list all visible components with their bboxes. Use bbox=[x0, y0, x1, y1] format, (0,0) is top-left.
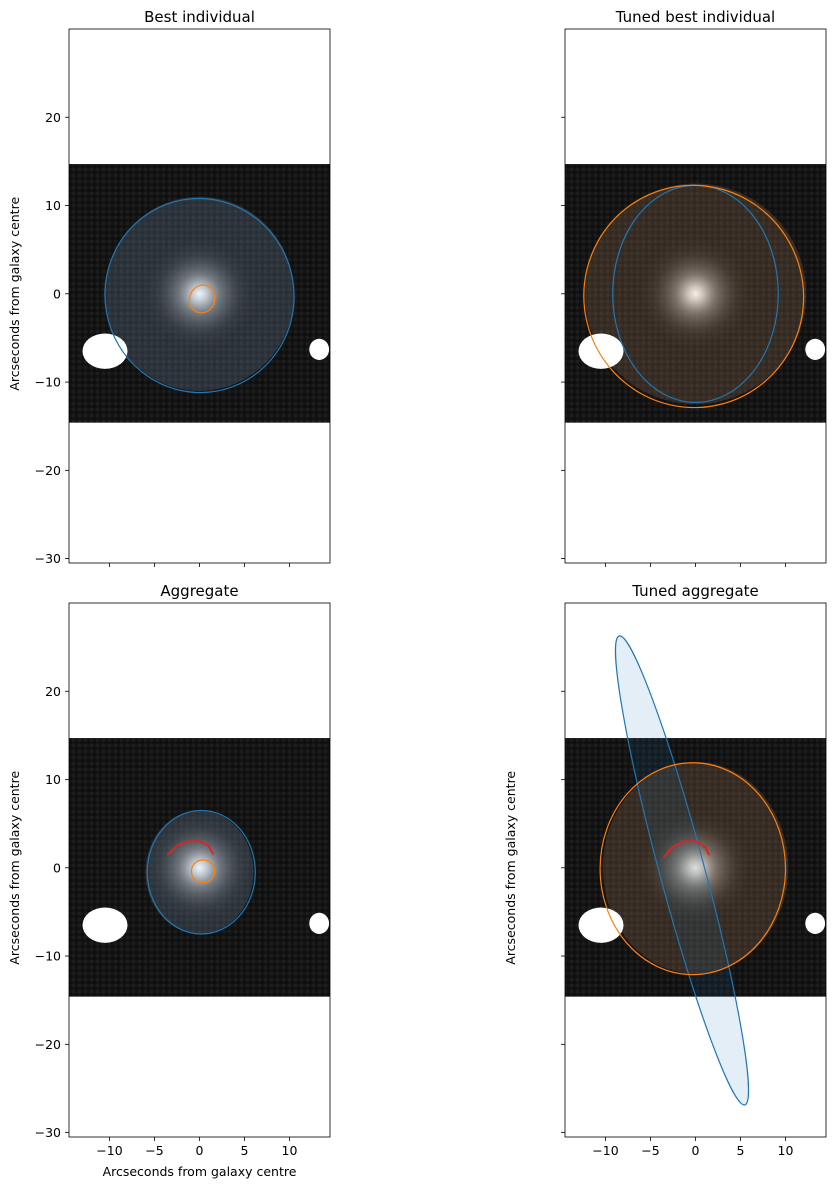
mask-region bbox=[805, 339, 825, 360]
x-tick-label: 5 bbox=[241, 1143, 249, 1158]
plot-area bbox=[69, 29, 330, 563]
x-tick-label: −5 bbox=[641, 1143, 659, 1158]
y-tick-label: −10 bbox=[35, 375, 61, 390]
chart-panel: −30 −20 −10 0 10 20 Best individual Arcseconds … bbox=[7, 8, 330, 567]
panel-title: Tuned best individual bbox=[615, 8, 775, 26]
x-axis-label: Arcseconds from galaxy centre bbox=[103, 1164, 297, 1179]
mask-region bbox=[83, 334, 128, 369]
plot-area bbox=[69, 603, 330, 1137]
y-tick-label: −20 bbox=[35, 1037, 61, 1052]
x-tick-label: 0 bbox=[196, 1143, 204, 1158]
x-tick-label: 10 bbox=[282, 1143, 298, 1158]
y-tick-label: 10 bbox=[45, 198, 61, 213]
mask-region bbox=[579, 334, 624, 369]
panel-title: Aggregate bbox=[160, 582, 238, 600]
model-tint bbox=[585, 183, 806, 404]
mask-region bbox=[309, 339, 329, 360]
chart-panel: Tuned best individual bbox=[559, 8, 829, 567]
panel-title: Best individual bbox=[144, 8, 255, 26]
x-tick-label: −10 bbox=[96, 1143, 122, 1158]
chart-panel: −10 −5 0 5 10 Tuned aggregate Arcseconds from … bbox=[503, 582, 826, 1158]
panel-title: Tuned aggregate bbox=[631, 582, 759, 600]
y-tick-label: 0 bbox=[53, 860, 61, 875]
y-tick-label: 0 bbox=[53, 286, 61, 301]
y-axis-label: Arcseconds from galaxy centre bbox=[7, 197, 22, 391]
y-tick-label: 20 bbox=[45, 110, 61, 125]
x-tick-label: 10 bbox=[778, 1143, 794, 1158]
y-tick-label: 10 bbox=[45, 772, 61, 787]
x-tick-label: −10 bbox=[592, 1143, 618, 1158]
y-axis-label: Arcseconds from galaxy centre bbox=[7, 771, 22, 965]
y-tick-label: −10 bbox=[35, 949, 61, 964]
mask-region bbox=[309, 913, 329, 934]
model-tint bbox=[146, 810, 254, 934]
x-tick-label: −5 bbox=[145, 1143, 163, 1158]
x-tick-label: 5 bbox=[737, 1143, 745, 1158]
y-tick-label: −20 bbox=[35, 463, 61, 478]
plot-area bbox=[565, 603, 826, 1137]
y-tick-label: −30 bbox=[35, 551, 61, 566]
y-tick-label: −30 bbox=[35, 1125, 61, 1140]
y-axis-label: Arcseconds from galaxy centre bbox=[503, 771, 518, 965]
x-tick-label: 0 bbox=[692, 1143, 700, 1158]
mask-region bbox=[83, 908, 128, 943]
y-tick-label: 20 bbox=[45, 684, 61, 699]
mask-region bbox=[805, 913, 825, 934]
plot-area bbox=[559, 29, 829, 563]
chart-panel: −10 −5 0 5 10 −30 −20 −10 0 10 20 Aggregate Arcsecon… bbox=[7, 582, 330, 1179]
mask-region bbox=[579, 908, 624, 943]
